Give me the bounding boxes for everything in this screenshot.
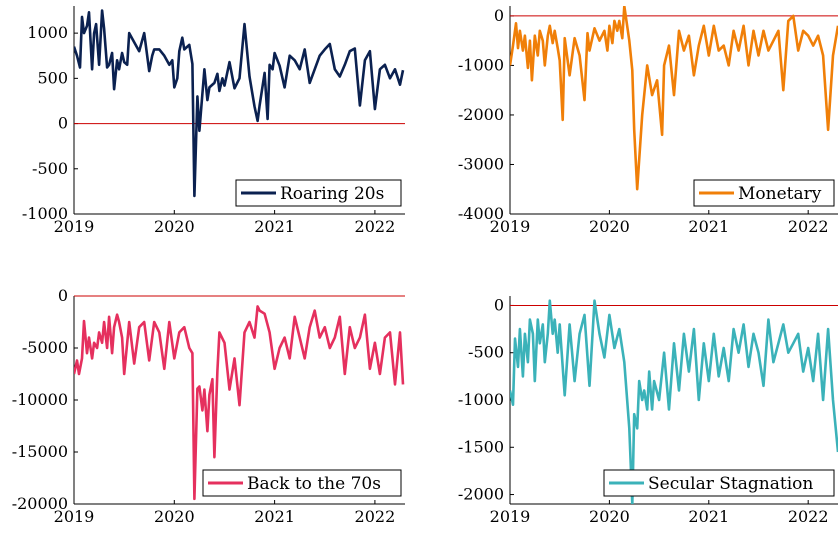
y-tick-label: -20000	[12, 494, 68, 513]
y-tick-label: -1000	[458, 390, 504, 409]
y-tick-label: 0	[58, 114, 68, 133]
x-tick-label: 2019	[54, 217, 95, 236]
y-tick-label: -3000	[458, 154, 504, 173]
legend: Monetary	[693, 179, 835, 207]
legend-label: Back to the 70s	[247, 474, 381, 494]
legend: Secular Stagnation	[603, 469, 835, 497]
x-tick-label: 2020	[589, 217, 630, 236]
series-line	[510, 6, 838, 191]
x-tick-label: 2021	[254, 507, 295, 526]
x-tick-label: 2021	[688, 507, 729, 526]
y-tick-label: -1000	[22, 204, 68, 223]
x-tick-label: 2022	[355, 217, 396, 236]
legend: Back to the 70s	[202, 469, 402, 497]
chart-panel-3: -20000 -15000 -10000 -5000 0 2019 2020 2021 2022…	[12, 286, 405, 526]
y-tick-label: -500	[468, 343, 504, 362]
x-tick-label: 2021	[688, 217, 729, 236]
legend-label: Roaring 20s	[280, 184, 384, 204]
y-tick-label: 0	[494, 6, 504, 25]
legend: Roaring 20s	[235, 179, 402, 207]
series-line	[510, 299, 838, 504]
x-tick-label: 2022	[355, 507, 396, 526]
x-tick-label: 2022	[788, 217, 829, 236]
y-tick-label: 0	[58, 286, 68, 305]
legend-label: Secular Stagnation	[648, 474, 813, 494]
y-tick-label: 0	[494, 295, 504, 314]
legend-label: Monetary	[738, 184, 822, 204]
y-tick-label: -4000	[458, 204, 504, 223]
y-tick-label: 500	[37, 68, 68, 87]
x-tick-label: 2019	[54, 507, 95, 526]
y-tick-label: -1500	[458, 437, 504, 456]
x-tick-label: 2020	[154, 217, 195, 236]
x-tick-label: 2022	[788, 507, 829, 526]
y-tick-label: -5000	[22, 338, 68, 357]
chart-panel-4: -2000 -1500 -1000 -500 0 2019 2020 2021 2022 Secu…	[458, 295, 838, 526]
series-line	[74, 9, 405, 198]
x-tick-label: 2019	[490, 217, 531, 236]
y-tick-label: -2000	[458, 485, 504, 504]
y-tick-label: -10000	[12, 390, 68, 409]
x-tick-label: 2021	[254, 217, 295, 236]
series-line	[74, 305, 405, 501]
x-tick-label: 2020	[154, 507, 195, 526]
y-tick-label: -15000	[12, 442, 68, 461]
chart-panel-2: -4000 -3000 -2000 -1000 0 2019 2020 2021 2022 Mon…	[458, 6, 838, 236]
y-tick-label: -2000	[458, 105, 504, 124]
y-tick-label: -500	[32, 159, 68, 178]
x-tick-label: 2019	[490, 507, 531, 526]
y-tick-label: 1000	[27, 23, 68, 42]
x-tick-label: 2020	[589, 507, 630, 526]
chart-panel-1: -1000 -500 0 500 1000 2019 2020 2021 2022 Roaring…	[22, 6, 405, 236]
legend-box	[235, 179, 402, 207]
y-tick-label: -1000	[458, 55, 504, 74]
